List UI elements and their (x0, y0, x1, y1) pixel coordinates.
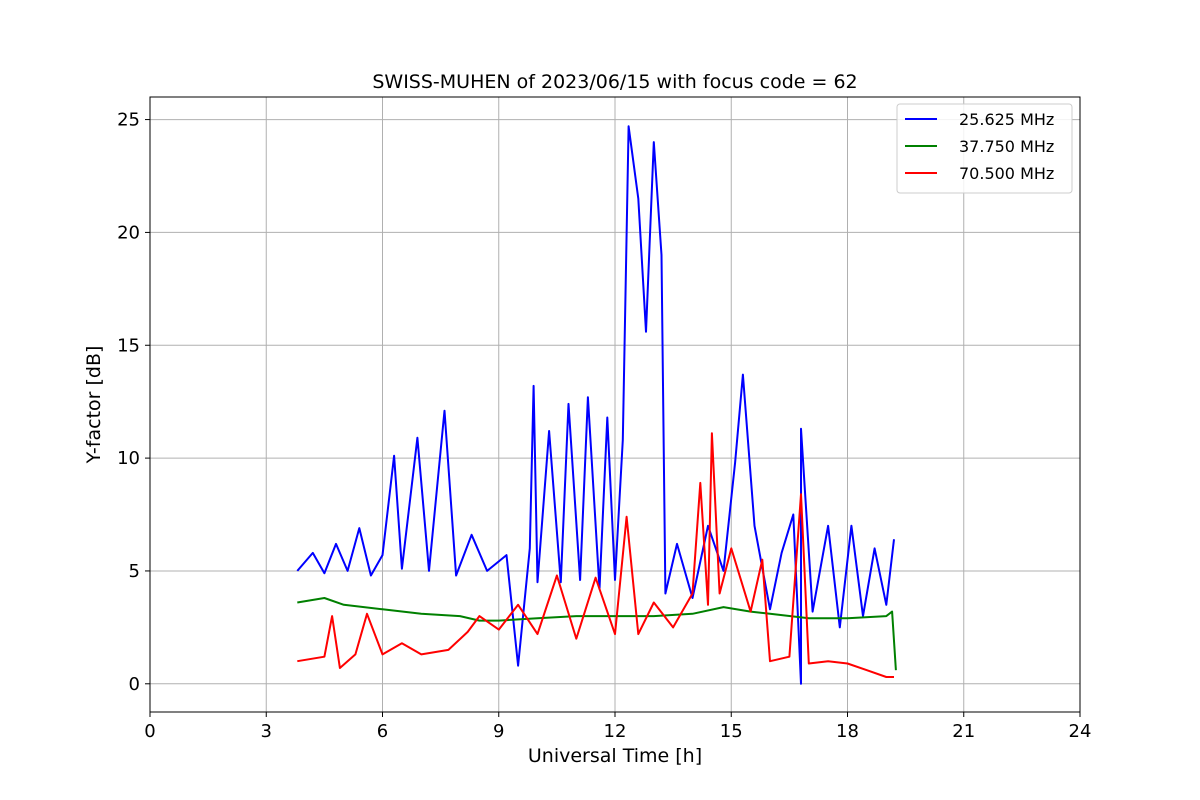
legend-box (896, 103, 1073, 194)
y-tick-label: 25 (117, 110, 140, 131)
y-tick-label: 5 (129, 561, 140, 582)
y-tick-label: 10 (117, 448, 140, 469)
y-tick-label: 20 (117, 222, 140, 243)
x-tick-label: 3 (261, 721, 272, 742)
legend-label: 25.625 MHz (959, 110, 1054, 129)
plot-area (296, 125, 897, 685)
x-tick-label: 6 (377, 721, 388, 742)
legend-label: 70.500 MHz (959, 164, 1054, 183)
x-tick-label: 15 (720, 721, 743, 742)
axis-ticks: 0 3 6 9 12 15 18 21 24 0 5 10 15 20 25 (117, 110, 1091, 742)
series-line-3 (297, 432, 894, 678)
x-tick-label: 9 (493, 721, 504, 742)
x-tick-label: 0 (144, 721, 155, 742)
series-line-2 (297, 597, 897, 671)
legend-label: 37.750 MHz (959, 137, 1054, 156)
y-axis-label: Y-factor [dB] (83, 346, 105, 465)
y-tick-label: 0 (129, 674, 140, 695)
legend: 25.625 MHz 37.750 MHz 70.500 MHz (896, 103, 1073, 194)
series-line-1 (296, 125, 895, 685)
y-tick-label: 15 (117, 335, 140, 356)
x-tick-label: 12 (604, 721, 627, 742)
x-tick-label: 18 (836, 721, 859, 742)
x-tick-label: 24 (1069, 721, 1092, 742)
x-axis-label: Universal Time [h] (528, 745, 702, 767)
x-tick-label: 21 (952, 721, 975, 742)
chart-title: SWISS-MUHEN of 2023/06/15 with focus cod… (372, 71, 857, 93)
